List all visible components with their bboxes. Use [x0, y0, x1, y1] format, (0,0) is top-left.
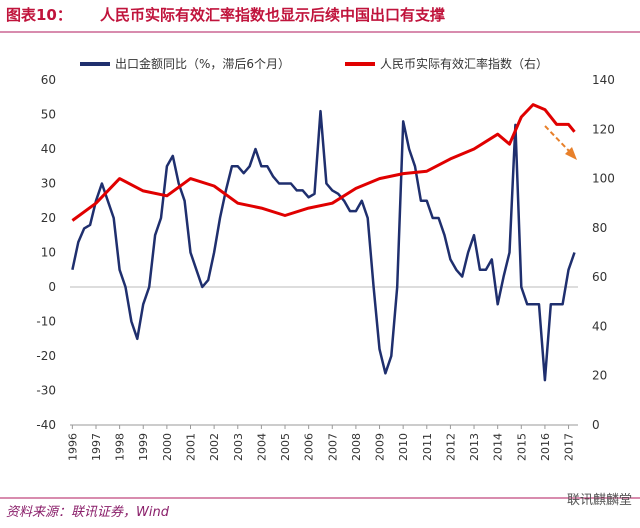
y2-tick-label: 140: [592, 73, 615, 87]
x-tick-label: 1998: [114, 433, 127, 461]
x-tick-label: 2004: [255, 433, 268, 461]
x-tick-label: 2000: [161, 433, 174, 461]
y2-tick-label: 80: [592, 221, 607, 235]
x-tick-label: 2015: [515, 433, 528, 461]
x-tick-label: 2008: [350, 433, 363, 461]
legend-label: 人民币实际有效汇率指数（右）: [380, 56, 548, 71]
x-tick-label: 2011: [421, 433, 434, 461]
y-tick-label: 10: [41, 246, 56, 260]
x-tick-label: 2014: [492, 433, 505, 461]
y-tick-label: -40: [36, 418, 56, 432]
y-tick-label: -30: [36, 384, 56, 398]
x-tick-label: 2013: [468, 433, 481, 461]
y-tick-label: 30: [41, 177, 56, 191]
y-tick-label: 0: [48, 280, 56, 294]
x-tick-label: 2016: [539, 433, 552, 461]
y-tick-label: 40: [41, 142, 56, 156]
x-tick-label: 2002: [208, 433, 221, 461]
y2-tick-label: 40: [592, 319, 607, 333]
y-tick-label: -10: [36, 315, 56, 329]
y-tick-label: 20: [41, 211, 56, 225]
annotation-arrow: [544, 125, 571, 153]
arrow-head: [565, 147, 577, 160]
x-tick-label: 1996: [66, 433, 79, 461]
x-tick-label: 2007: [326, 433, 339, 461]
y-tick-label: 60: [41, 73, 56, 87]
figure-label: 图表10：: [6, 6, 72, 24]
x-tick-label: 2003: [232, 433, 245, 461]
series-line: [71, 103, 576, 222]
y2-tick-label: 0: [592, 418, 600, 432]
chart-title: 人民币实际有效汇率指数也显示后续中国出口有支撑: [100, 6, 445, 24]
x-tick-label: 2010: [397, 433, 410, 461]
y-tick-label: 50: [41, 108, 56, 122]
y2-tick-label: 100: [592, 172, 615, 186]
x-tick-label: 2017: [563, 433, 576, 461]
x-tick-label: 2006: [303, 433, 316, 461]
source: 资料来源：联讯证券，Wind: [6, 505, 170, 520]
y2-tick-label: 20: [592, 369, 607, 383]
x-tick-label: 2001: [185, 433, 198, 461]
legend-label: 出口金额同比（%，滞后6个月）: [115, 56, 290, 71]
x-tick-label: 2005: [279, 433, 292, 461]
y2-tick-label: 60: [592, 270, 607, 284]
y2-tick-label: 120: [592, 122, 615, 136]
x-tick-label: 2009: [374, 433, 387, 461]
y-tick-label: -20: [36, 349, 56, 363]
x-tick-label: 1997: [90, 433, 103, 461]
x-tick-label: 1999: [137, 433, 150, 461]
watermark: 联讯麒麟堂: [567, 492, 632, 508]
series-line: [71, 109, 576, 382]
x-tick-label: 2012: [444, 433, 457, 461]
